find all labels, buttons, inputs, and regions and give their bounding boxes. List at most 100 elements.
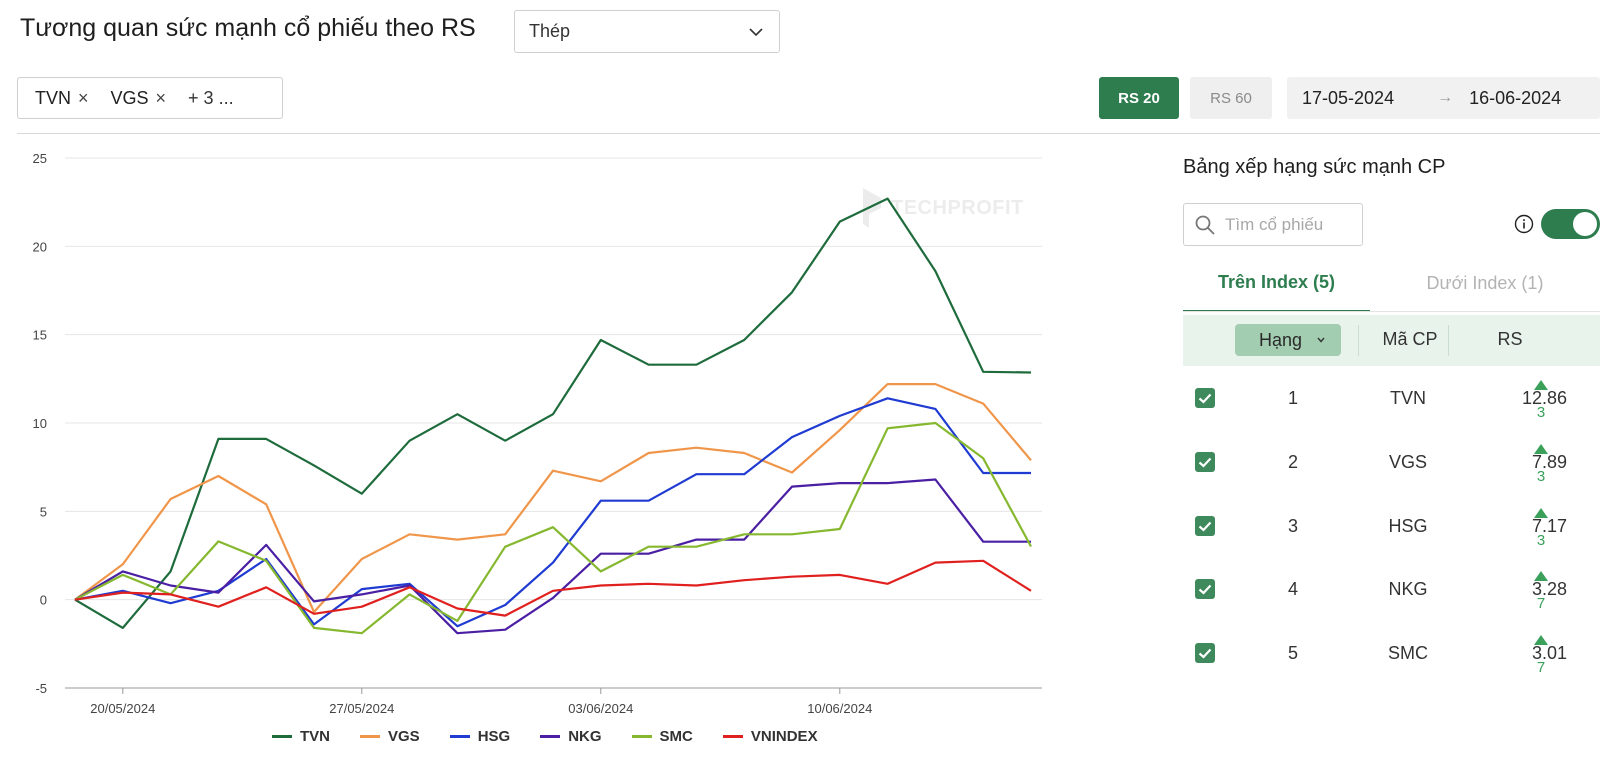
legend-item[interactable]: NKG bbox=[540, 728, 602, 745]
page-title: Tương quan sức mạnh cổ phiếu theo RS bbox=[20, 14, 476, 42]
code-cell: NKG bbox=[1388, 579, 1428, 599]
arrow-up-icon bbox=[1534, 508, 1548, 518]
legend-swatch bbox=[540, 735, 561, 738]
sort-rank-button[interactable]: Hạng bbox=[1235, 324, 1341, 356]
rank-cell: 4 bbox=[1287, 579, 1298, 599]
rs-cell: 7.89 bbox=[1531, 452, 1567, 472]
x-tick-label: 10/06/2024 bbox=[807, 701, 872, 716]
arrow-up-icon bbox=[1534, 444, 1548, 454]
y-tick-label: -5 bbox=[35, 681, 47, 696]
header-divider bbox=[17, 133, 1600, 134]
legend-label: HSG bbox=[477, 728, 511, 745]
rank-cell: 5 bbox=[1287, 643, 1298, 663]
legend-swatch bbox=[360, 735, 380, 738]
arrow-up-icon bbox=[1534, 635, 1548, 645]
toggle-knob bbox=[1573, 212, 1597, 236]
col-rank-label: Hạng bbox=[1259, 329, 1303, 350]
legend-label: VNINDEX bbox=[750, 728, 818, 745]
industry-select[interactable]: Thép bbox=[514, 10, 780, 53]
info-icon[interactable] bbox=[1514, 214, 1534, 234]
series-line-hsg bbox=[74, 397, 1031, 628]
y-tick-label: 10 bbox=[33, 416, 47, 431]
series-line-smc bbox=[74, 421, 1032, 635]
y-tick-label: 15 bbox=[33, 328, 47, 343]
code-cell: TVN bbox=[1390, 388, 1426, 408]
rank-change: 3 bbox=[1536, 468, 1546, 485]
rank-change: 3 bbox=[1536, 404, 1546, 421]
legend-label: TVN bbox=[300, 728, 330, 745]
rank-cell: 1 bbox=[1287, 388, 1298, 408]
rs60-button[interactable]: RS 60 bbox=[1190, 77, 1272, 119]
table-row[interactable]: 5 SMC 3.01 7 bbox=[1183, 629, 1600, 693]
search-input[interactable] bbox=[1225, 214, 1355, 235]
legend-item[interactable]: SMC bbox=[631, 728, 693, 745]
stock-tags-input[interactable]: TVN × VGS × + 3 ... bbox=[17, 77, 283, 119]
series-line-nkg bbox=[74, 478, 1031, 635]
legend-item[interactable]: VNINDEX bbox=[722, 728, 818, 745]
chevron-down-icon bbox=[749, 28, 763, 37]
rs20-button[interactable]: RS 20 bbox=[1099, 77, 1179, 119]
legend-swatch bbox=[449, 735, 470, 738]
filter-toggle[interactable] bbox=[1541, 209, 1600, 239]
rs-cell: 12.86 bbox=[1521, 388, 1567, 408]
series-line-vnindex bbox=[74, 559, 1032, 617]
legend-item[interactable]: HSG bbox=[449, 728, 511, 745]
date-from[interactable]: 17-05-2024 bbox=[1302, 87, 1395, 108]
row-checkbox[interactable] bbox=[1195, 579, 1215, 599]
check-icon bbox=[1198, 584, 1212, 595]
date-range-picker[interactable]: 17-05-2024 → 16-06-2024 bbox=[1287, 77, 1600, 119]
table-row[interactable]: 4 NKG 3.28 7 bbox=[1183, 565, 1600, 629]
rs-cell: 3.28 bbox=[1531, 579, 1567, 599]
stock-tag-label: TVN bbox=[35, 87, 71, 108]
y-tick-label: 20 bbox=[33, 239, 47, 254]
techprofit-watermark: TECHPROFIT bbox=[861, 188, 1024, 228]
legend-swatch bbox=[722, 735, 743, 738]
arrow-up-icon bbox=[1534, 380, 1548, 390]
x-tick-label: 27/05/2024 bbox=[329, 701, 394, 716]
tab-below-index[interactable]: Dưới Index (1) bbox=[1426, 273, 1544, 293]
y-tick-label: 0 bbox=[40, 593, 47, 608]
col-rs-label: RS bbox=[1497, 329, 1523, 349]
check-icon bbox=[1198, 393, 1212, 404]
header-separator bbox=[1448, 325, 1449, 356]
row-checkbox[interactable] bbox=[1195, 516, 1215, 536]
rank-cell: 2 bbox=[1287, 452, 1298, 472]
tab-above-index[interactable]: Trên Index (5) bbox=[1183, 255, 1370, 312]
row-checkbox[interactable] bbox=[1195, 388, 1215, 408]
search-icon bbox=[1195, 215, 1215, 235]
stock-search[interactable] bbox=[1183, 203, 1363, 246]
date-to[interactable]: 16-06-2024 bbox=[1469, 87, 1562, 108]
close-icon[interactable]: × bbox=[78, 87, 89, 108]
legend-label: SMC bbox=[659, 728, 693, 745]
chart-legend: TVN VGS HSG NKG SMC VNINDEX bbox=[272, 728, 848, 745]
check-icon bbox=[1198, 648, 1212, 659]
legend-item[interactable]: VGS bbox=[360, 728, 420, 745]
y-tick-label: 5 bbox=[40, 504, 47, 519]
stock-tag-label: VGS bbox=[110, 87, 149, 108]
legend-label: NKG bbox=[568, 728, 602, 745]
watermark-text: TECHPROFIT bbox=[891, 196, 1024, 219]
rs-cell: 3.01 bbox=[1531, 643, 1567, 663]
row-checkbox[interactable] bbox=[1195, 452, 1215, 472]
legend-swatch bbox=[272, 735, 292, 738]
header-separator bbox=[1358, 325, 1359, 356]
table-row[interactable]: 3 HSG 7.17 3 bbox=[1183, 502, 1600, 566]
stock-tag: TVN × bbox=[35, 88, 89, 109]
code-cell: VGS bbox=[1388, 452, 1427, 472]
rank-change: 7 bbox=[1536, 659, 1546, 676]
rank-change: 3 bbox=[1536, 532, 1546, 549]
table-row[interactable]: 2 VGS 7.89 3 bbox=[1183, 438, 1600, 502]
x-tick-label: 20/05/2024 bbox=[90, 701, 155, 716]
chevron-down-icon bbox=[1317, 337, 1325, 343]
more-tags-indicator[interactable]: + 3 ... bbox=[188, 87, 234, 108]
rs-cell: 7.17 bbox=[1531, 516, 1567, 536]
y-tick-label: 25 bbox=[33, 151, 47, 166]
legend-item[interactable]: TVN bbox=[272, 728, 330, 745]
close-icon[interactable]: × bbox=[155, 87, 167, 108]
table-row[interactable]: 1 TVN 12.86 3 bbox=[1183, 374, 1600, 438]
row-checkbox[interactable] bbox=[1195, 643, 1215, 663]
check-icon bbox=[1198, 521, 1212, 532]
series-line-tvn bbox=[74, 197, 1032, 629]
rank-cell: 3 bbox=[1287, 516, 1298, 536]
x-tick-label: 03/06/2024 bbox=[568, 701, 633, 716]
